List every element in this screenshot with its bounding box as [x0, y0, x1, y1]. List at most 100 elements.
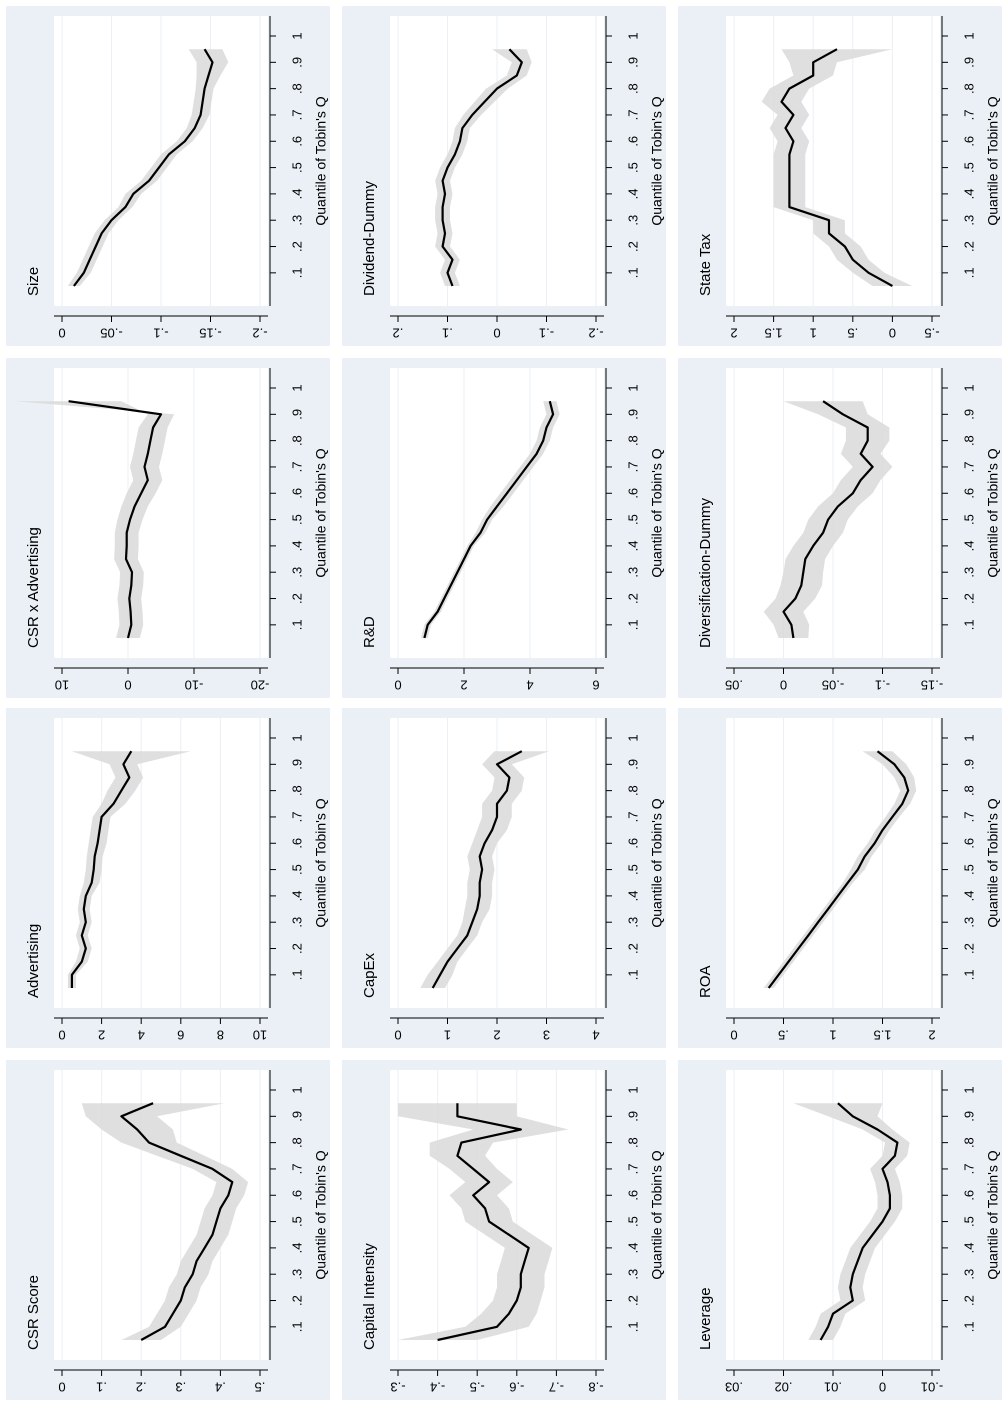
x-tick-label: 1 [289, 734, 304, 741]
x-tick-label: .4 [289, 188, 304, 199]
chart-panel: .1 .2 .3 .4 .5 .6 .7 .8 .9 1 Quantile of Tobin's Q… [6, 358, 330, 698]
x-tick-label: .9 [625, 1111, 640, 1122]
x-tick-label: .4 [961, 540, 976, 551]
y-tick-label: 0 [730, 1028, 737, 1043]
y-tick-label: -.15 [921, 678, 943, 693]
panel-title: Advertising [25, 924, 42, 998]
estimate-line [68, 400, 163, 639]
x-tick-label: .9 [289, 759, 304, 770]
x-tick-label: .6 [961, 838, 976, 849]
x-tick-label: .4 [625, 188, 640, 199]
x-tick-label: .2 [289, 943, 304, 954]
x-tick-label: .4 [961, 188, 976, 199]
x-tick-label: .9 [961, 409, 976, 420]
confidence-band [761, 49, 913, 287]
panel-title: R&D [361, 616, 378, 648]
x-tick-label: .6 [289, 838, 304, 849]
x-tick-label: .4 [289, 890, 304, 901]
estimate-line [437, 1103, 530, 1342]
y-tick-label: 2 [928, 1028, 935, 1043]
x-tick-label: .7 [961, 462, 976, 473]
x-tick-label: .2 [625, 593, 640, 604]
panel-title: CSR x Advertising [25, 527, 42, 648]
y-tick-label: 1.5 [873, 1028, 891, 1043]
x-tick-label: .1 [625, 619, 640, 630]
y-tick-label: .5 [847, 326, 858, 341]
x-tick-label: .8 [961, 785, 976, 796]
x-tick-label: .4 [625, 890, 640, 901]
y-tick-label: -.6 [509, 1380, 524, 1395]
x-tick-label: .8 [625, 1137, 640, 1148]
chart-panel: .1 .2 .3 .4 .5 .6 .7 .8 .9 1 Quantile of Tobin's Q… [678, 1060, 1002, 1400]
estimate-line [423, 400, 555, 639]
chart-panel: .1 .2 .3 .4 .5 .6 .7 .8 .9 1 Quantile of Tobin's Q… [678, 358, 1002, 698]
x-tick-label: 1 [961, 384, 976, 391]
x-tick-label: .2 [289, 1295, 304, 1306]
x-tick-label: .9 [625, 759, 640, 770]
x-tick-label: .8 [289, 83, 304, 94]
y-tick-label: -.01 [921, 1380, 943, 1395]
y-tick-label: -.15 [199, 326, 221, 341]
x-tick-label: .3 [625, 215, 640, 226]
y-tick-label: -10 [185, 678, 204, 693]
x-tick-label: .9 [289, 409, 304, 420]
y-tick-label: 2 [493, 1028, 500, 1043]
x-tick-label: .5 [289, 1216, 304, 1227]
x-tick-label: .8 [289, 785, 304, 796]
y-tick-label: -.4 [430, 1380, 445, 1395]
x-axis-title: Quantile of Tobin's Q [313, 448, 329, 577]
confidence-band [793, 1103, 910, 1340]
x-tick-label: 1 [961, 1086, 976, 1093]
x-tick-label: 1 [961, 734, 976, 741]
x-tick-label: .9 [961, 759, 976, 770]
estimate-line [431, 750, 523, 989]
x-tick-label: .1 [289, 267, 304, 278]
x-tick-label: .5 [961, 162, 976, 173]
x-tick-label: .3 [625, 567, 640, 578]
estimate-line [70, 750, 133, 988]
y-tick-label: 4 [526, 678, 533, 693]
y-tick-label: -.05 [100, 326, 122, 341]
x-tick-label: .2 [289, 241, 304, 252]
estimate-line [767, 750, 910, 989]
y-tick-label: 0 [58, 1380, 65, 1395]
x-tick-label: .5 [625, 514, 640, 525]
x-tick-label: .9 [289, 57, 304, 68]
x-tick-label: 1 [289, 1086, 304, 1093]
x-axis-title: Quantile of Tobin's Q [985, 1150, 1001, 1279]
y-tick-label: 8 [217, 1028, 224, 1043]
x-tick-label: .7 [289, 1164, 304, 1175]
estimate-line [819, 1102, 899, 1341]
x-tick-label: .1 [961, 1321, 976, 1332]
x-tick-label: .3 [289, 567, 304, 578]
y-tick-label: 1 [829, 1028, 836, 1043]
x-tick-label: .4 [625, 1242, 640, 1253]
x-tick-label: .6 [289, 1190, 304, 1201]
x-axis-title: Quantile of Tobin's Q [313, 1150, 329, 1279]
x-tick-label: .5 [289, 514, 304, 525]
x-tick-label: .8 [625, 435, 640, 446]
y-tick-label: -.05 [822, 678, 844, 693]
x-tick-label: .1 [289, 1321, 304, 1332]
chart-panel: .1 .2 .3 .4 .5 .6 .7 .8 .9 1 Quantile of Tobin's Q… [6, 708, 330, 1048]
y-tick-label: 1 [444, 1028, 451, 1043]
x-tick-label: .2 [961, 1295, 976, 1306]
x-tick-label: .1 [961, 619, 976, 630]
y-tick-label: 2 [460, 678, 467, 693]
y-tick-label: -.1 [539, 326, 554, 341]
confidence-band [67, 751, 191, 988]
chart-panel: .1 .2 .3 .4 .5 .6 .7 .8 .9 1 Quantile of Tobin's Q… [342, 358, 666, 698]
y-tick-label: -.5 [470, 1380, 485, 1395]
estimate-line [120, 1102, 234, 1341]
y-tick-label: 0 [879, 1380, 886, 1395]
x-tick-label: .9 [625, 409, 640, 420]
chart-panel: .1 .2 .3 .4 .5 .6 .7 .8 .9 1 Quantile of Tobin's Q… [342, 1060, 666, 1400]
y-tick-label: 6 [177, 1028, 184, 1043]
plot-area [54, 368, 268, 658]
x-tick-label: .5 [961, 1216, 976, 1227]
confidence-band [15, 401, 175, 638]
y-tick-label: 2 [730, 326, 737, 341]
x-axis-title: Quantile of Tobin's Q [985, 798, 1001, 927]
chart-panel: .1 .2 .3 .4 .5 .6 .7 .8 .9 1 Quantile of Tobin's Q… [678, 708, 1002, 1048]
